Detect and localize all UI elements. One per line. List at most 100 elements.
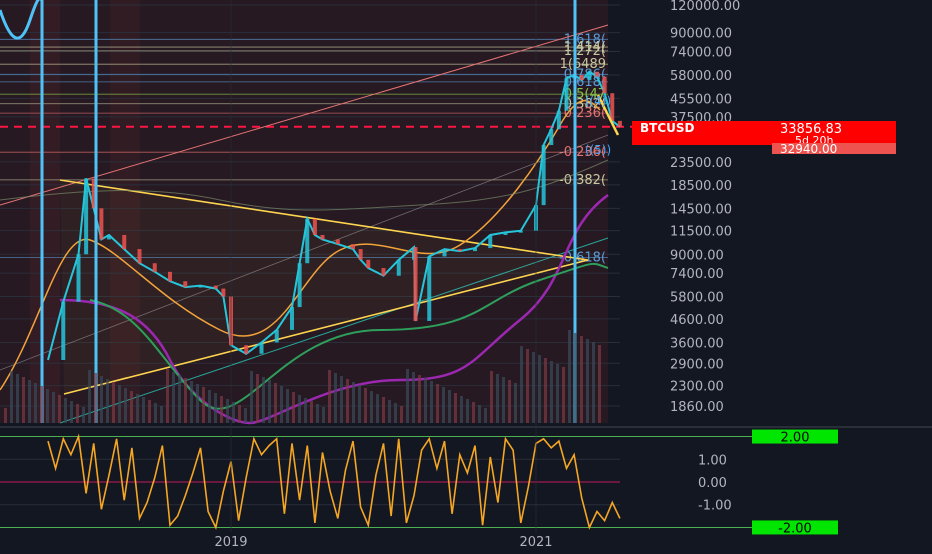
volume-bar [316,404,319,423]
price-candle [213,285,218,289]
price-candle [99,208,104,240]
oscillator-line [47,433,621,530]
osc-upper-tag-box [752,429,838,444]
y-tick-label: 58000.00 [670,69,732,84]
price-candle [137,249,142,264]
channel-mid-line [0,134,609,371]
volume-bar [328,370,331,423]
volume-bar [508,380,511,423]
volume-bar [580,336,583,423]
volume-bar [94,373,97,423]
price-candle [183,281,188,288]
volume-bar [136,394,139,423]
volume-bar [202,387,205,423]
volume-bar [550,361,553,423]
volume-bar [214,393,217,423]
y-tick-label: 45500.00 [670,92,732,107]
volume-bar [436,384,439,423]
volume-bar [256,374,259,423]
volume-bar [532,352,535,423]
osc-lower-tag-box [752,520,838,535]
volume-bar [232,402,235,423]
price-candle [518,230,523,233]
fib-level-label: -0.382( [559,173,606,188]
y-tick-label: 4600.00 [670,313,724,328]
volume-bar [352,382,355,423]
volume-bar [286,389,289,423]
y-tick-label: 7400.00 [670,267,724,282]
y-tick-label: 2900.00 [670,357,724,372]
volume-bar [454,393,457,423]
price-candle [305,218,310,264]
volume-bar [76,404,79,423]
volume-bar [520,346,523,423]
price-candle [351,244,355,250]
volume-bar [64,398,67,423]
volume-bar [106,379,109,423]
volume-bar [172,372,175,423]
volume-bar [280,386,283,423]
volume-bar [154,403,157,423]
volume-bar [244,408,247,423]
volume-bar [34,383,37,423]
price-candle [297,263,302,308]
volume-bar [484,408,487,423]
price-candle [61,301,66,360]
y-tick-label: 3600.00 [670,336,724,351]
price-series-line [47,70,621,361]
volume-bar [400,406,403,423]
price-candle [556,110,561,130]
volume-bar [334,373,337,423]
volume-bar [412,372,415,423]
volume-bar [526,349,529,423]
osc-lower-tag: -2.00 [778,521,812,536]
price-candle [595,71,599,77]
price-candle [587,71,592,81]
price-candle [427,256,432,321]
moving-average-green [89,262,609,410]
price-candle [541,145,546,206]
volume-bar [568,330,571,423]
osc-tick-label: -1.00 [698,499,732,514]
volume-bar [124,388,127,423]
price-candle [290,307,294,330]
moving-average-grey [0,159,609,211]
volume-bar [442,387,445,423]
volume-bar [22,377,25,423]
volume-bar [364,388,367,423]
volume-bar [394,403,397,423]
volume-bar [538,355,541,423]
price-candle [221,288,226,297]
price-candle [564,78,569,111]
price-candle [122,234,127,250]
price-candle [274,329,279,343]
volume-bar [196,384,199,423]
price-candle [579,74,584,81]
volume-bar [100,376,103,423]
volume-bar [340,376,343,423]
volume-bar [82,407,85,423]
volume-bar [70,401,73,423]
volume-bar [322,407,325,423]
volume-bar [58,395,61,423]
price-candle [549,129,554,146]
y-tick-label: 120000.00 [670,0,740,14]
volume-bar [250,371,253,423]
projection-arrow [596,94,620,136]
price-candle [366,259,371,269]
channel-upper-line [0,24,609,206]
volume-bar [406,369,409,423]
y-tick-label: 5800.00 [670,291,724,306]
volume-bar [238,405,241,423]
price-candle [396,259,401,276]
volume-bar [40,386,43,423]
y-tick-label: 1860.00 [670,400,724,415]
low-tag-value: 32940.00 [780,142,837,156]
wave-label-5: ((5)) [585,143,611,157]
volume-bar [574,333,577,423]
moving-average-purple [59,193,609,425]
volume-bar [130,391,133,423]
y-tick-label: 9000.00 [670,248,724,263]
price-candle [358,249,363,260]
